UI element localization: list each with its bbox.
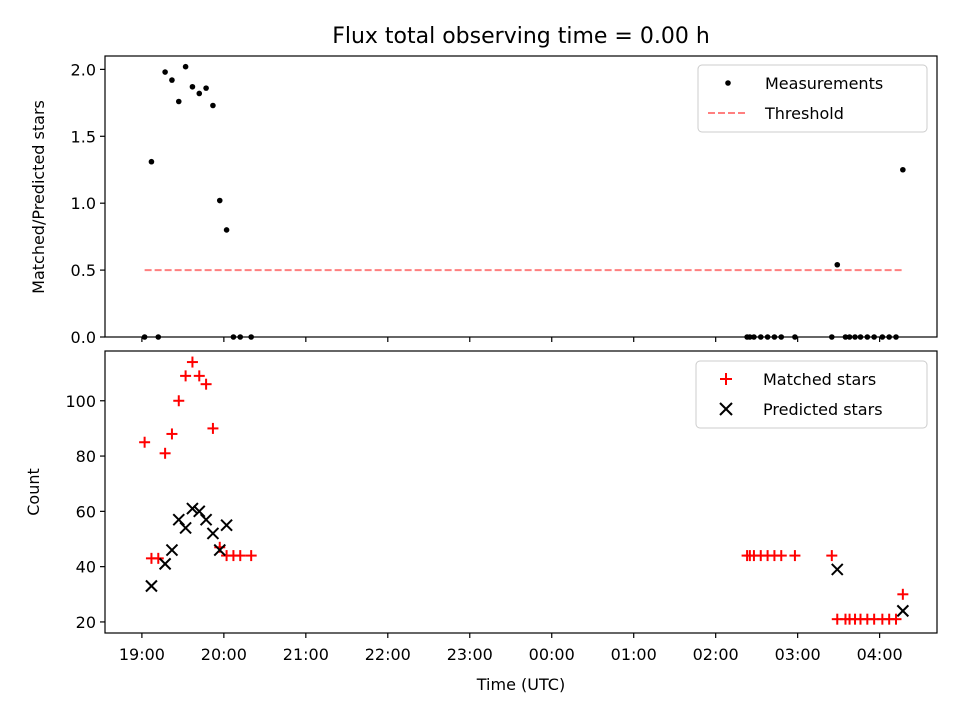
- count-panel: 20 40 60 80 100 19:00 20:00 21:00 22:00 23:00 00:…: [24, 350, 938, 694]
- measurement-point: [175, 98, 182, 105]
- predicted-star-point: [199, 513, 213, 526]
- time-x-tick-label: 03:00: [775, 645, 821, 664]
- matched-star-point: [180, 370, 192, 382]
- predicted-star-point: [145, 579, 158, 593]
- ratio-legend-box: [697, 64, 928, 133]
- measurement-point: [148, 158, 155, 165]
- measurement-point: [203, 85, 209, 91]
- matched-star-point: [826, 550, 838, 562]
- time-x-tick-label: 22:00: [365, 645, 411, 664]
- matched-star-point: [159, 447, 171, 459]
- measurement-point: [162, 69, 168, 75]
- measurement-point: [900, 166, 906, 173]
- predicted-star-point: [831, 563, 844, 576]
- threshold-legend-label: Threshold: [764, 104, 844, 123]
- predicted-star-point: [213, 543, 226, 557]
- ratio-legend: Measurements Threshold: [697, 64, 928, 133]
- count-y-tick-label: 100: [65, 392, 96, 411]
- count-series: [139, 356, 910, 625]
- count-axes-frame: [104, 350, 938, 634]
- measurement-point: [196, 90, 203, 97]
- count-legend-box: [695, 360, 928, 429]
- matched-star-point: [173, 395, 185, 407]
- matched-star-point: [234, 550, 246, 562]
- matched-star-point: [200, 378, 212, 390]
- measurement-point: [834, 261, 841, 268]
- time-x-tick-label: 01:00: [611, 645, 657, 664]
- count-y-tick-label: 40: [76, 558, 96, 577]
- matched-star-point: [152, 552, 164, 564]
- ratio-y-tick-label: 1.5: [71, 127, 96, 146]
- predicted-star-point: [206, 527, 220, 540]
- time-x-tick-label: 20:00: [201, 645, 247, 664]
- matched-star-point: [207, 422, 219, 434]
- matched-star-point: [166, 428, 178, 440]
- ratio-panel: Flux total observing time = 0.00 h 0.00.…: [29, 24, 938, 347]
- predicted-star-point: [165, 543, 179, 557]
- matched-legend-marker: [720, 373, 732, 385]
- time-x-tick-label: 23:00: [447, 645, 493, 664]
- ratio-y-tick-label: 1.0: [71, 194, 96, 213]
- time-x-tick-label: 00:00: [529, 645, 575, 664]
- count-y-tick-label: 60: [76, 502, 96, 521]
- count-x-ticks: 19:00 20:00 21:00 22:00 23:00 00:00 01:00 02:00…: [119, 633, 903, 664]
- predicted-star-point: [193, 505, 206, 518]
- matched-star-point: [139, 436, 151, 448]
- time-x-tick-label: 02:00: [693, 645, 739, 664]
- count-y-tick-label: 20: [76, 613, 96, 632]
- matched-star-point: [890, 613, 902, 625]
- predicted-star-point: [220, 518, 233, 532]
- matched-star-point: [193, 370, 205, 382]
- ratio-axes-frame: [104, 55, 938, 338]
- matched-star-point: [775, 550, 787, 562]
- predicted-legend-marker: [719, 402, 733, 416]
- matched-star-point: [186, 356, 198, 368]
- predicted-star-point: [896, 604, 910, 618]
- time-x-tick-label: 21:00: [283, 645, 329, 664]
- time-x-axis-label: Time (UTC): [476, 675, 565, 694]
- chart-title: Flux total observing time = 0.00 h: [332, 24, 710, 49]
- predicted-legend-label: Predicted stars: [763, 400, 883, 419]
- matched-star-point: [897, 588, 909, 600]
- ratio-y-tick-label: 0.5: [71, 261, 96, 280]
- matched-star-point: [789, 550, 801, 562]
- time-x-tick-label: 04:00: [857, 645, 903, 664]
- measurement-point: [189, 83, 196, 90]
- measurement-point: [182, 63, 189, 70]
- measurements-legend-marker: [725, 80, 731, 86]
- measurements-legend-label: Measurements: [765, 74, 883, 93]
- matched-legend-label: Matched stars: [763, 370, 876, 389]
- measurement-point: [223, 227, 230, 233]
- count-y-tick-label: 80: [76, 447, 96, 466]
- predicted-star-point: [186, 502, 199, 515]
- count-y-axis-label: Count: [24, 468, 43, 516]
- ratio-y-ticks: 0.0 0.5 1.0 1.5 2.0: [71, 60, 105, 347]
- ratio-x-ticks: [141, 337, 881, 342]
- measurement-point: [216, 197, 223, 204]
- ratio-y-tick-label: 2.0: [71, 60, 96, 79]
- time-x-tick-label: 19:00: [119, 645, 165, 664]
- measurement-point: [210, 102, 216, 109]
- predicted-star-point: [179, 521, 192, 535]
- matched-star-point: [245, 550, 257, 562]
- predicted-star-point: [158, 557, 172, 571]
- ratio-y-axis-label: Matched/Predicted stars: [29, 100, 48, 294]
- count-y-ticks: 20 40 60 80 100: [65, 392, 105, 632]
- count-legend: Matched stars Predicted stars: [695, 360, 928, 429]
- ratio-y-tick-label: 0.0: [71, 328, 96, 347]
- predicted-star-point: [172, 513, 185, 526]
- measurement-point: [169, 77, 175, 83]
